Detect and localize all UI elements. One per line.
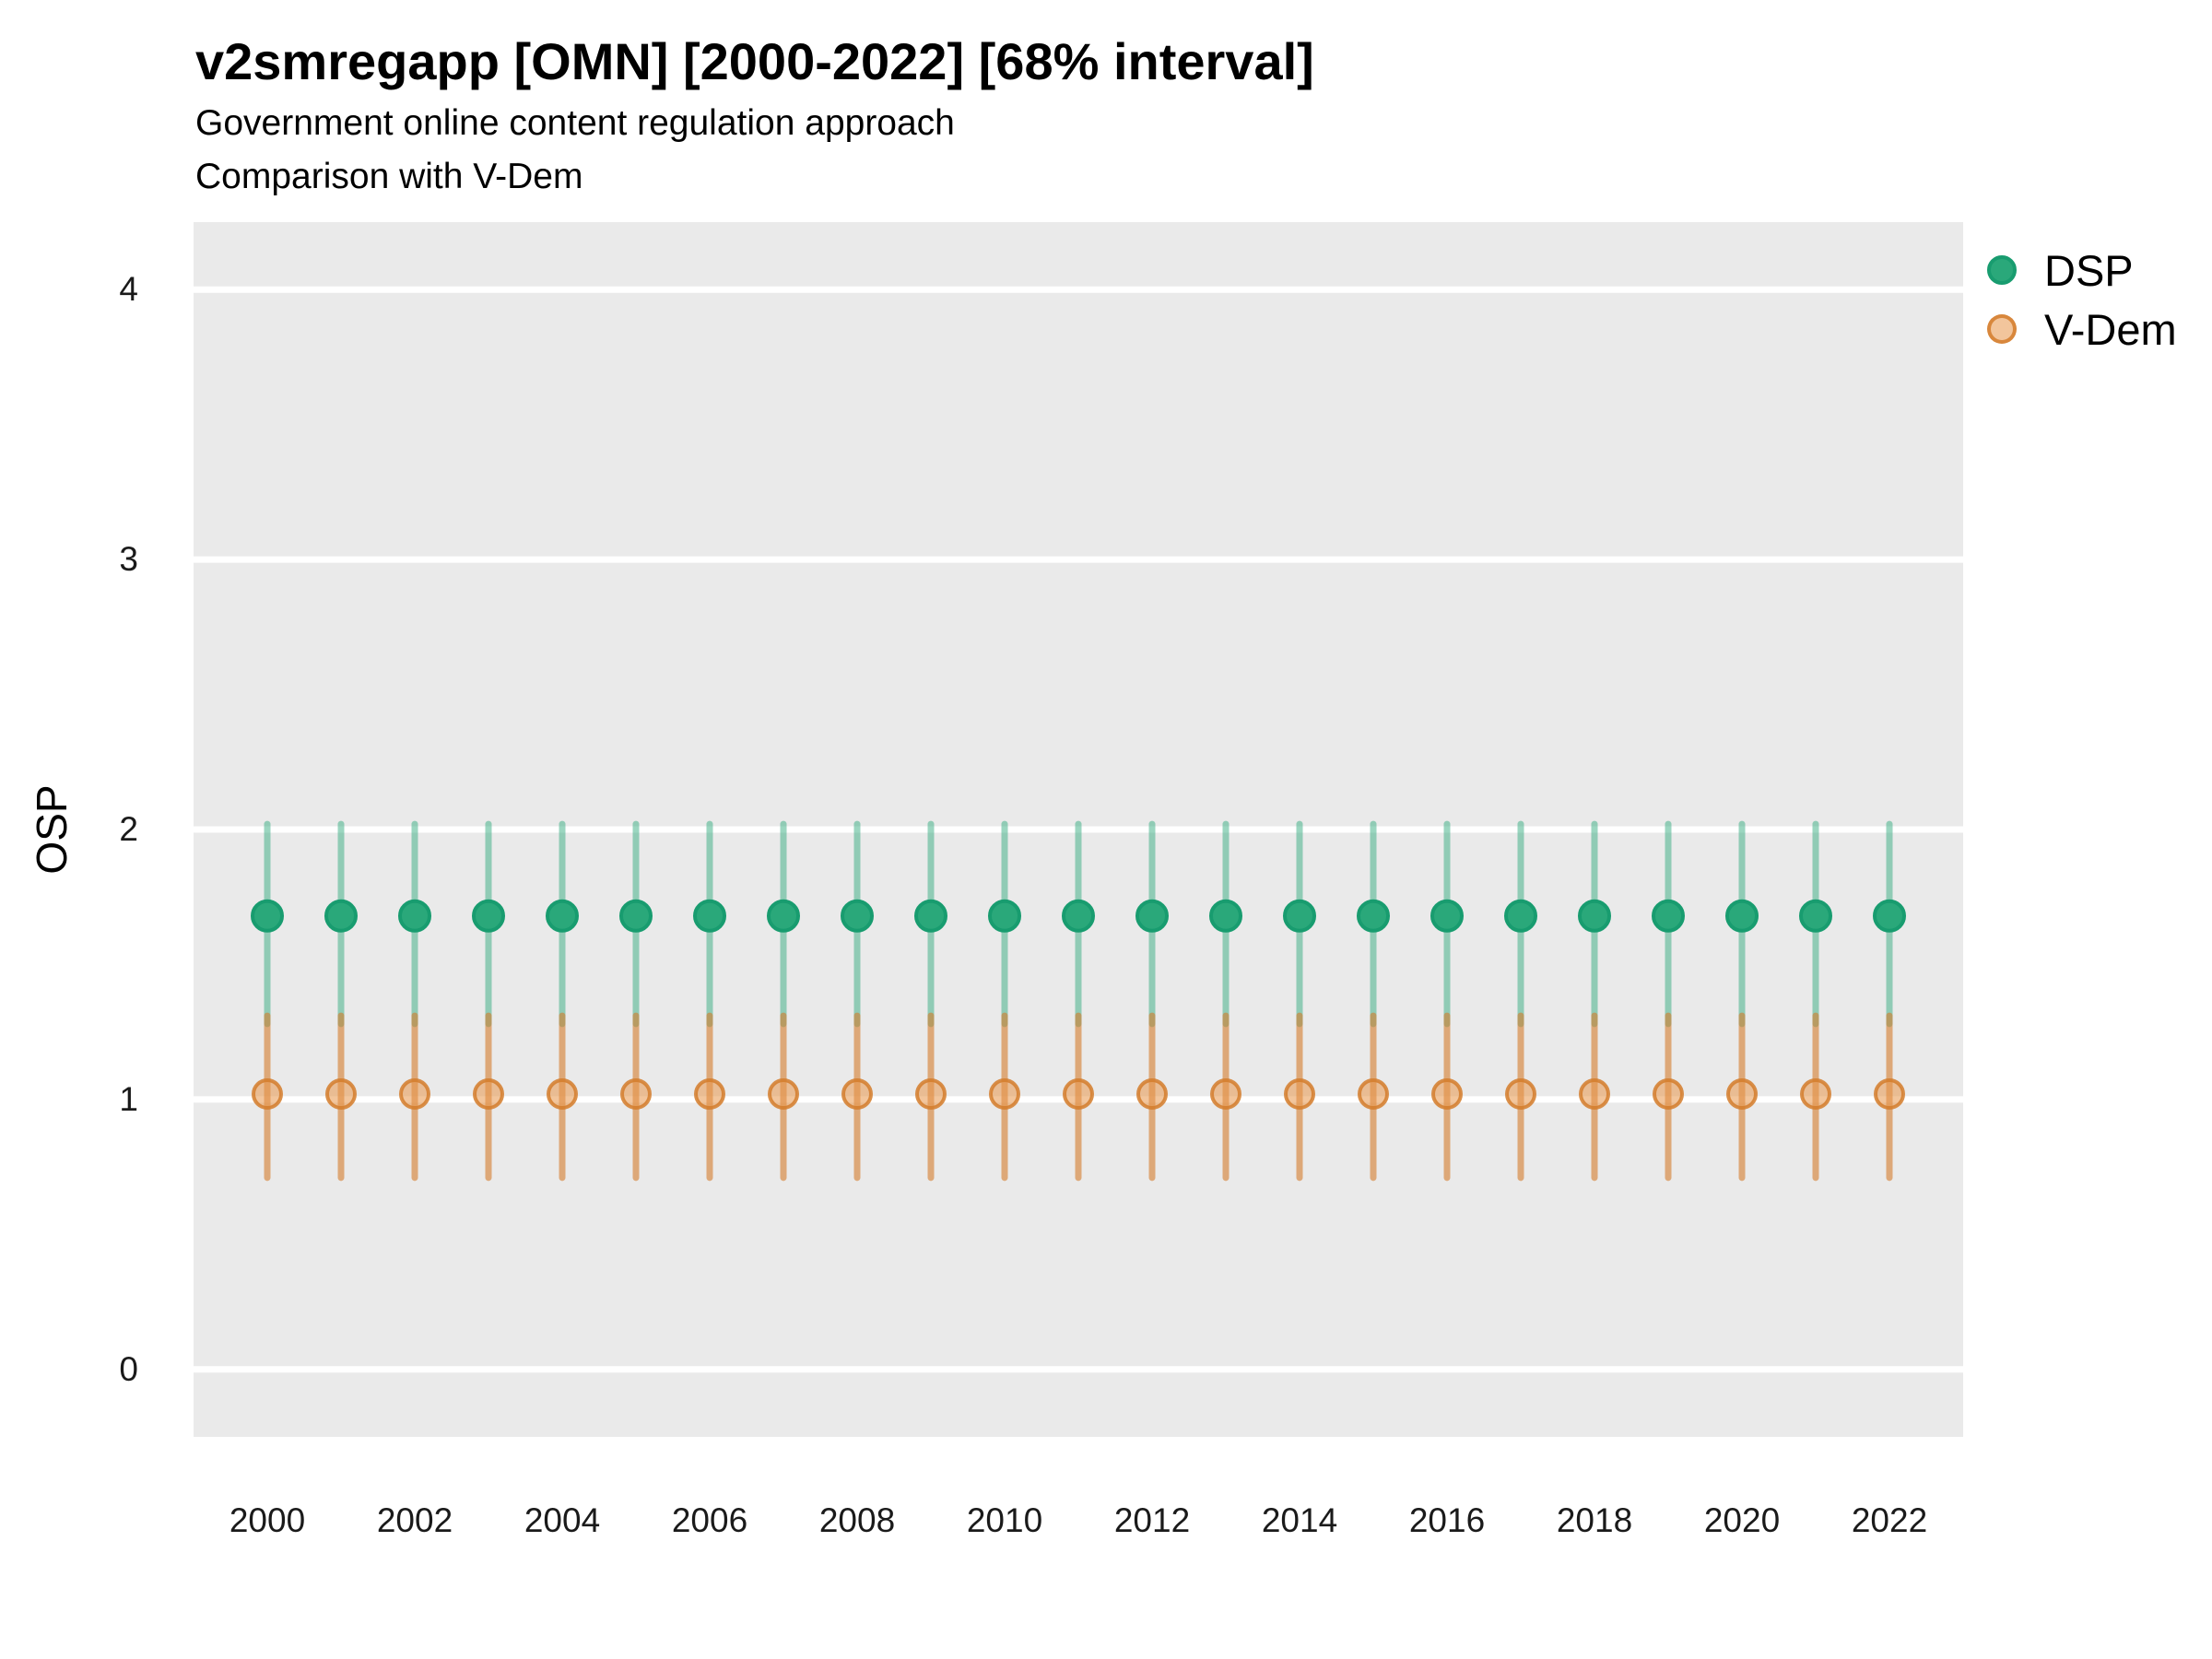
dsp-point-2021 xyxy=(1799,899,1832,933)
x-tick-label-2016: 2016 xyxy=(1408,1501,1486,1539)
vdem-point-2015 xyxy=(1358,1078,1389,1111)
legend: DSP V-Dem xyxy=(1987,245,2177,354)
dsp-point-2022 xyxy=(1873,899,1906,933)
x-tick-label-2010: 2010 xyxy=(966,1501,1043,1539)
legend-label-dsp: DSP xyxy=(2044,245,2134,295)
dsp-point-2008 xyxy=(841,899,874,933)
dsp-point-2020 xyxy=(1725,899,1759,933)
vdem-point-2009 xyxy=(915,1078,947,1111)
dsp-point-2015 xyxy=(1357,899,1390,933)
x-tick-label-2006: 2006 xyxy=(671,1501,748,1539)
x-tick-label-2008: 2008 xyxy=(818,1501,896,1539)
legend-label-vdem: V-Dem xyxy=(2044,304,2177,354)
dsp-point-2019 xyxy=(1652,899,1685,933)
vdem-point-2020 xyxy=(1726,1078,1758,1111)
vdem-point-2016 xyxy=(1431,1078,1463,1111)
x-tick-label-2020: 2020 xyxy=(1703,1501,1781,1539)
dsp-point-2012 xyxy=(1135,899,1169,933)
vdem-point-2006 xyxy=(694,1078,725,1111)
vdem-point-2003 xyxy=(473,1078,504,1111)
vdem-point-2002 xyxy=(399,1078,430,1111)
vdem-point-2000 xyxy=(252,1078,283,1111)
dsp-point-2014 xyxy=(1283,899,1316,933)
vdem-point-2022 xyxy=(1874,1078,1905,1111)
vdem-point-2004 xyxy=(547,1078,578,1111)
dsp-point-2002 xyxy=(398,899,431,933)
vdem-point-2019 xyxy=(1653,1078,1684,1111)
y-tick-label-4: 4 xyxy=(119,270,138,309)
y-tick-label-3: 3 xyxy=(119,540,138,579)
chart-title: v2smregapp [OMN] [2000-2022] [68% interv… xyxy=(195,32,1314,90)
y-tick-label-2: 2 xyxy=(119,810,138,848)
x-tick-label-2012: 2012 xyxy=(1113,1501,1191,1539)
legend-item-vdem: V-Dem xyxy=(1987,304,2177,354)
dsp-point-2003 xyxy=(472,899,505,933)
vdem-point-2018 xyxy=(1579,1078,1610,1111)
x-tick-label-2022: 2022 xyxy=(1851,1501,1928,1539)
dsp-point-2011 xyxy=(1062,899,1095,933)
x-tick-label-2014: 2014 xyxy=(1261,1501,1338,1539)
vdem-point-2005 xyxy=(620,1078,652,1111)
dsp-point-icon xyxy=(1987,255,2017,285)
dsp-point-2009 xyxy=(914,899,947,933)
dsp-point-2017 xyxy=(1504,899,1537,933)
legend-item-dsp: DSP xyxy=(1987,245,2177,295)
vdem-point-2014 xyxy=(1284,1078,1315,1111)
vdem-point-2001 xyxy=(325,1078,357,1111)
vdem-point-2007 xyxy=(768,1078,799,1111)
dsp-point-2000 xyxy=(251,899,284,933)
y-tick-label-1: 1 xyxy=(119,1079,138,1118)
vdem-point-2013 xyxy=(1210,1078,1241,1111)
x-tick-label-2018: 2018 xyxy=(1556,1501,1633,1539)
vdem-point-2017 xyxy=(1505,1078,1536,1111)
dsp-point-2005 xyxy=(619,899,653,933)
dsp-point-2010 xyxy=(988,899,1021,933)
vdem-point-2021 xyxy=(1800,1078,1831,1111)
vdem-point-2011 xyxy=(1063,1078,1094,1111)
chart-subtitle-line2: Comparison with V-Dem xyxy=(195,157,583,196)
dsp-point-2004 xyxy=(546,899,579,933)
dsp-point-2001 xyxy=(324,899,358,933)
dsp-point-2006 xyxy=(693,899,726,933)
vdem-point-2008 xyxy=(841,1078,873,1111)
vdem-point-2010 xyxy=(989,1078,1020,1111)
x-tick-label-2002: 2002 xyxy=(376,1501,453,1539)
y-tick-label-0: 0 xyxy=(119,1349,138,1388)
plot-panel xyxy=(194,222,1963,1437)
vdem-point-2012 xyxy=(1136,1078,1168,1111)
dsp-point-2007 xyxy=(767,899,800,933)
x-tick-label-2000: 2000 xyxy=(229,1501,306,1539)
dsp-point-2013 xyxy=(1209,899,1242,933)
dsp-point-2016 xyxy=(1430,899,1464,933)
chart-subtitle: Government online content regulation app… xyxy=(195,103,955,143)
x-tick-label-2004: 2004 xyxy=(524,1501,601,1539)
dsp-point-2018 xyxy=(1578,899,1611,933)
plot-area xyxy=(194,222,1963,1437)
vdem-point-icon xyxy=(1987,314,2017,344)
